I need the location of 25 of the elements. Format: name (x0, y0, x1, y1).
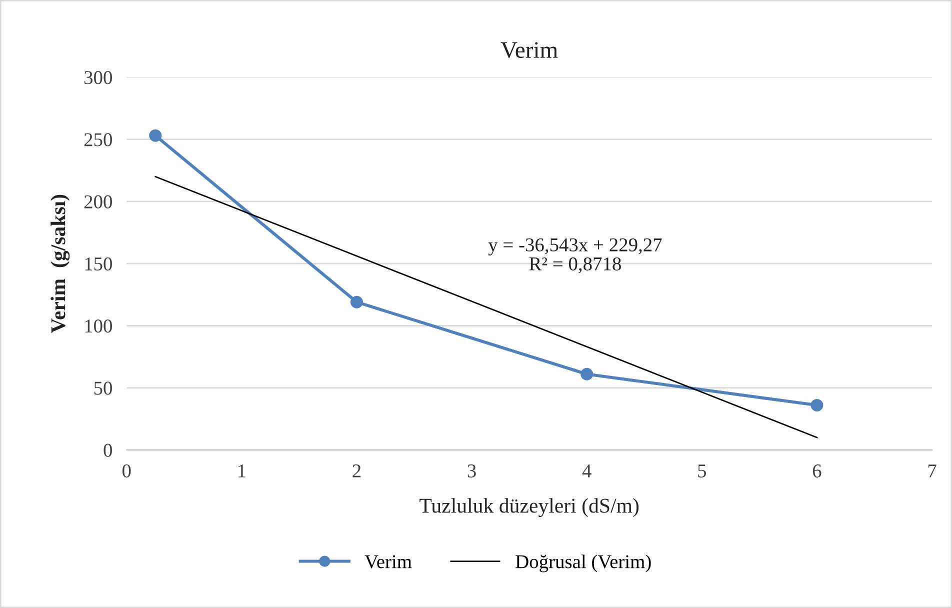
y-tick-label: 0 (104, 444, 112, 457)
x-tick-label: 6 (812, 464, 822, 478)
x-tick-label: 3 (468, 464, 476, 478)
x-tick-label: 4 (582, 464, 592, 478)
legend-label: Doğrusal (Verim) (516, 554, 651, 572)
chart-title: Verim (500, 42, 558, 58)
point (149, 129, 162, 142)
y-axis-title: Verim (g/saksı) (50, 194, 70, 333)
y-tick-label: 200 (84, 195, 112, 208)
x-tick-label: 1 (238, 464, 246, 478)
x-tick-label: 5 (698, 464, 706, 478)
legend-label: Verim (364, 555, 412, 568)
point (350, 296, 363, 308)
x-tick-label: 7 (928, 464, 936, 478)
y-tick-label: 100 (85, 320, 112, 333)
x-tick-label: 0 (122, 464, 131, 478)
y-tick-label: 300 (84, 71, 112, 84)
x-tick-label: 2 (352, 464, 361, 478)
point (810, 398, 824, 412)
y-tick-label: 50 (94, 382, 112, 395)
y-tick-label: 250 (84, 133, 112, 146)
point (580, 368, 594, 380)
x-axis-title: Tuzluluk düzeyleri (dS/m) (420, 498, 639, 518)
annotation: y = -36,543x + 229,27 R² = 0,8718 (488, 238, 662, 274)
y-tick-label: 150 (85, 257, 112, 271)
